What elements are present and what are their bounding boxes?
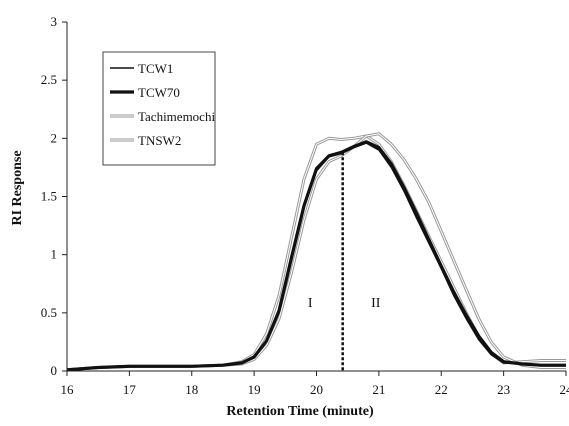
legend-items: TCW1 TCW70 Tachimemochi TNSW2 (110, 61, 215, 148)
x-tick-label: 18 (185, 382, 198, 397)
legend-label: TCW70 (138, 85, 180, 100)
y-axis-label: RI Response (10, 150, 25, 225)
region-label: I (308, 296, 313, 311)
y-tick-label: 1.5 (41, 189, 57, 204)
y-tick-label: 3 (51, 14, 58, 29)
y-tick-label: 2 (51, 130, 58, 145)
annotation-layer: I II (308, 296, 381, 311)
legend-box (102, 51, 216, 166)
y-tick-label: 0.5 (41, 305, 57, 320)
x-axis-label: Retention Time (minute) (226, 404, 374, 419)
x-tick-label: 22 (435, 382, 448, 397)
x-axis-ticks: 16 17 18 19 20 21 22 23 24 (61, 371, 569, 397)
y-axis-ticks: 0 0.5 1 1.5 2 2.5 3 (41, 14, 67, 378)
axes (66, 22, 566, 372)
x-tick-label: 24 (560, 382, 569, 397)
x-tick-label: 17 (123, 382, 137, 397)
legend: TCW1 TCW70 Tachimemochi TNSW2 (102, 51, 216, 166)
x-tick-label: 19 (248, 382, 261, 397)
x-tick-label: 20 (310, 382, 323, 397)
region-label: II (371, 296, 381, 311)
x-tick-label: 23 (497, 382, 510, 397)
x-tick-label: 21 (372, 382, 385, 397)
series-line-tcw70 (66, 140, 566, 372)
legend-label: Tachimemochi (138, 109, 215, 124)
y-tick-label: 2.5 (41, 72, 57, 87)
legend-label: TCW1 (138, 61, 173, 76)
y-tick-label: 0 (51, 363, 58, 378)
series-layer (66, 132, 566, 372)
x-tick-label: 16 (61, 382, 75, 397)
y-tick-label: 1 (51, 247, 58, 262)
legend-label: TNSW2 (138, 133, 181, 148)
